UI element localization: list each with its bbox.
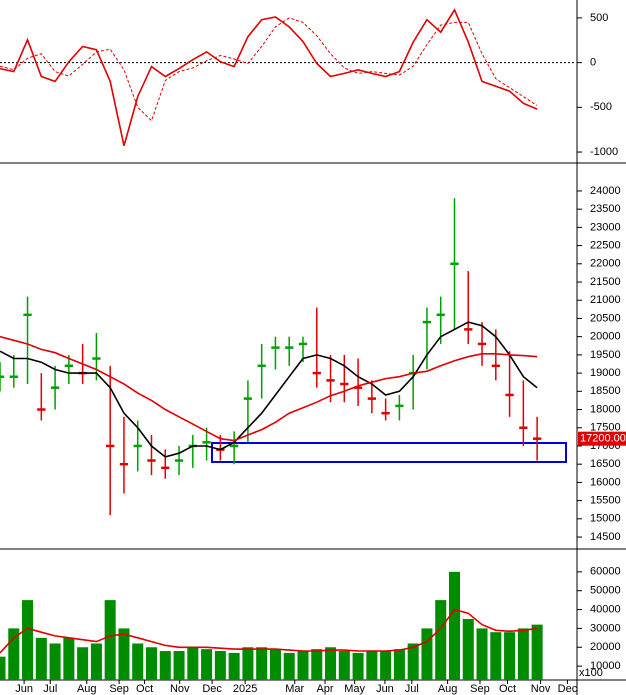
- volume-bar: [393, 649, 405, 680]
- volume-bar: [269, 649, 281, 680]
- volume-bar: [435, 600, 447, 680]
- y-tick-label: 15500: [590, 495, 621, 507]
- x-tick-label: May: [344, 683, 365, 695]
- volume-bar: [49, 643, 61, 680]
- volume-bar: [338, 651, 350, 680]
- x-tick-label: Jun: [15, 683, 33, 695]
- x-tick-label: Oct: [136, 683, 153, 695]
- series-line: [0, 608, 538, 654]
- y-tick-label: 14500: [590, 531, 621, 543]
- x-tick-label: Apr: [316, 683, 333, 695]
- volume-bar: [77, 647, 89, 680]
- volume-bar: [517, 628, 529, 680]
- y-tick-label: 17500: [590, 422, 621, 434]
- y-tick-label: 22000: [590, 258, 621, 270]
- y-tick-label: 21000: [590, 294, 621, 306]
- x-tick-label: 2025: [233, 683, 257, 695]
- volume-bar: [173, 651, 185, 680]
- x-tick-label: Dec: [202, 683, 222, 695]
- x-tick-label: Jul: [43, 683, 57, 695]
- y-tick-label: 19000: [590, 367, 621, 379]
- volume-bar: [297, 651, 309, 680]
- x-tick-label: Sep: [109, 683, 129, 695]
- volume-bar: [380, 651, 392, 680]
- last-price-label: 17200.00: [580, 433, 626, 445]
- y-tick-label: 19500: [590, 349, 621, 361]
- x-tick-label: Oct: [499, 683, 516, 695]
- y-tick-label: 0: [590, 57, 596, 69]
- volume-bar: [476, 628, 488, 680]
- y-tick-label: 20500: [590, 312, 621, 324]
- volume-bar: [90, 643, 102, 680]
- series-line: [0, 8, 538, 147]
- volume-bar: [145, 647, 158, 680]
- y-tick-label: 30000: [590, 622, 621, 634]
- volume-bar: [325, 647, 337, 680]
- volume-bar: [421, 628, 433, 680]
- last-price-box: [578, 431, 626, 446]
- x-tick-label: Jun: [376, 683, 394, 695]
- y-tick-label: -1000: [590, 146, 618, 158]
- volume-bar: [256, 647, 268, 680]
- y-tick-label: 40000: [590, 603, 621, 615]
- volume-bar: [366, 651, 378, 680]
- series-line: [0, 321, 538, 458]
- volume-bar: [63, 637, 75, 680]
- series-line: [0, 17, 538, 122]
- volume-bar: [118, 628, 130, 680]
- volume-bar: [35, 637, 47, 680]
- volume-bar: [462, 618, 474, 680]
- volume-bar: [187, 647, 199, 680]
- volume-bar: [531, 624, 543, 680]
- series-line: [0, 335, 538, 442]
- y-tick-label: 15000: [590, 513, 621, 525]
- support-box: [211, 442, 567, 463]
- x-tick-label: Sep: [470, 683, 490, 695]
- y-tick-label: 23500: [590, 203, 621, 215]
- y-tick-label: -500: [590, 101, 612, 113]
- x-tick-label: Nov: [170, 683, 190, 695]
- x-tick-label: Nov: [531, 683, 551, 695]
- y-tick-label: 21500: [590, 276, 621, 288]
- x-tick-label: Mar: [285, 683, 304, 695]
- volume-bar: [228, 652, 240, 680]
- y-tick-label: 20000: [590, 641, 621, 653]
- volume-bar: [352, 652, 364, 680]
- y-tick-label: 20000: [590, 331, 621, 343]
- volume-bar: [159, 651, 171, 680]
- volume-bar: [104, 600, 116, 680]
- volume-bar: [311, 649, 323, 680]
- y-tick-label: 50000: [590, 585, 621, 597]
- x-tick-label: Aug: [77, 683, 97, 695]
- volume-bar: [407, 643, 419, 680]
- volume-bar: [214, 651, 226, 680]
- y-tick-label: 16500: [590, 458, 621, 470]
- x-tick-label: Aug: [438, 683, 458, 695]
- unit-label: x100: [579, 667, 603, 679]
- y-tick-label: 10000: [590, 660, 621, 672]
- volume-bar: [22, 600, 34, 680]
- volume-bar: [0, 656, 6, 680]
- volume-bar: [448, 571, 460, 680]
- y-tick-label: 18000: [590, 403, 621, 415]
- y-tick-label: 500: [590, 12, 608, 24]
- y-tick-label: 18500: [590, 385, 621, 397]
- y-tick-label: 16000: [590, 476, 621, 488]
- y-tick-label: 24000: [590, 185, 621, 197]
- volume-bar: [283, 652, 295, 680]
- volume-bar: [242, 647, 254, 680]
- volume-bar: [8, 628, 20, 680]
- y-tick-label: 22500: [590, 240, 621, 252]
- volume-bar: [201, 649, 213, 680]
- y-tick-label: 60000: [590, 566, 621, 578]
- volume-bar: [490, 632, 502, 680]
- x-tick-label: Jul: [405, 683, 419, 695]
- volume-bar: [132, 643, 144, 680]
- y-tick-label: 23000: [590, 221, 621, 233]
- volume-bar: [504, 632, 516, 680]
- x-tick-label: Dec: [558, 683, 578, 695]
